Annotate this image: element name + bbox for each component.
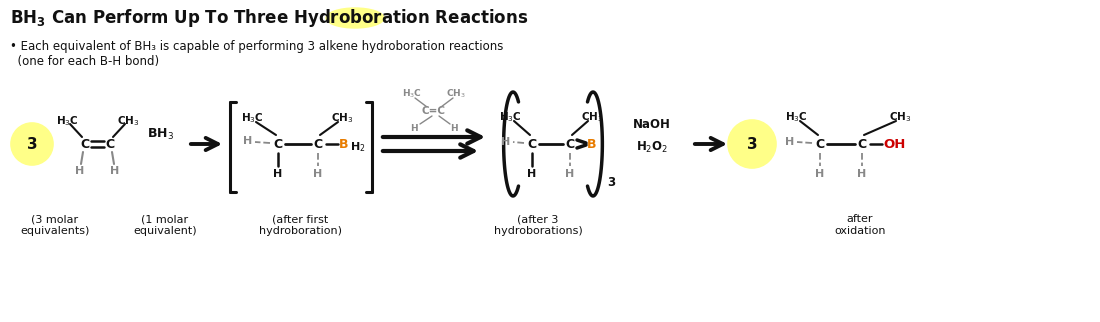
Text: CH$_3$: CH$_3$ xyxy=(117,114,140,128)
Text: (one for each B-H bond): (one for each B-H bond) xyxy=(10,55,160,69)
Text: H: H xyxy=(785,137,794,147)
Text: C=C: C=C xyxy=(421,106,446,116)
Text: (after 3
hydroborations): (after 3 hydroborations) xyxy=(494,214,582,236)
Circle shape xyxy=(11,123,53,165)
Text: H: H xyxy=(450,124,458,132)
Text: C: C xyxy=(857,137,867,150)
Text: H: H xyxy=(502,137,510,147)
Text: NaOH: NaOH xyxy=(634,118,671,130)
Circle shape xyxy=(728,120,776,168)
Text: H$_2$: H$_2$ xyxy=(350,140,366,154)
Text: (3 molar
equivalents): (3 molar equivalents) xyxy=(20,214,90,236)
Text: C: C xyxy=(314,137,322,150)
Text: H$_3$C: H$_3$C xyxy=(784,110,807,124)
Text: H: H xyxy=(410,124,418,132)
Text: 3: 3 xyxy=(747,137,757,151)
Ellipse shape xyxy=(326,8,384,28)
Text: BH$_3$: BH$_3$ xyxy=(146,127,174,142)
Text: C: C xyxy=(274,137,283,150)
Text: B: B xyxy=(587,137,596,150)
Text: C: C xyxy=(106,137,114,150)
Text: H$_2$O$_2$: H$_2$O$_2$ xyxy=(636,139,668,155)
Text: H: H xyxy=(110,166,120,176)
Text: 3: 3 xyxy=(26,137,37,151)
Text: C: C xyxy=(527,137,537,150)
Text: H: H xyxy=(565,169,574,179)
Text: H: H xyxy=(815,169,825,179)
Text: H: H xyxy=(857,169,867,179)
Text: H: H xyxy=(243,136,253,146)
Text: after
oxidation: after oxidation xyxy=(834,214,886,236)
Text: H$_3$C: H$_3$C xyxy=(498,110,521,124)
Text: CH$_3$: CH$_3$ xyxy=(889,110,911,124)
Text: H$_3$C: H$_3$C xyxy=(56,114,78,128)
Text: 3: 3 xyxy=(607,175,615,188)
Text: C: C xyxy=(80,137,89,150)
Text: OH: OH xyxy=(883,137,906,150)
Text: (1 molar
equivalent): (1 molar equivalent) xyxy=(133,214,197,236)
Text: H: H xyxy=(314,169,322,179)
Text: H: H xyxy=(527,169,537,179)
Text: C: C xyxy=(815,137,825,150)
Text: CH$_3$: CH$_3$ xyxy=(447,88,466,100)
Text: (after first
hydroboration): (after first hydroboration) xyxy=(258,214,341,236)
Text: B: B xyxy=(339,137,349,150)
Text: H: H xyxy=(76,166,85,176)
Text: $\mathbf{BH_3}$ Can Perform Up To Three Hydroboration Reactions: $\mathbf{BH_3}$ Can Perform Up To Three … xyxy=(10,7,528,29)
Text: CH$_3$: CH$_3$ xyxy=(581,110,603,124)
Text: CH$_3$: CH$_3$ xyxy=(331,111,353,125)
Text: • Each equivalent of BH₃ is capable of performing 3 alkene hydroboration reactio: • Each equivalent of BH₃ is capable of p… xyxy=(10,40,504,52)
Text: H$_3$C: H$_3$C xyxy=(241,111,263,125)
Text: C: C xyxy=(565,137,574,150)
Text: H: H xyxy=(274,169,283,179)
Text: H$_3$C: H$_3$C xyxy=(402,88,422,100)
